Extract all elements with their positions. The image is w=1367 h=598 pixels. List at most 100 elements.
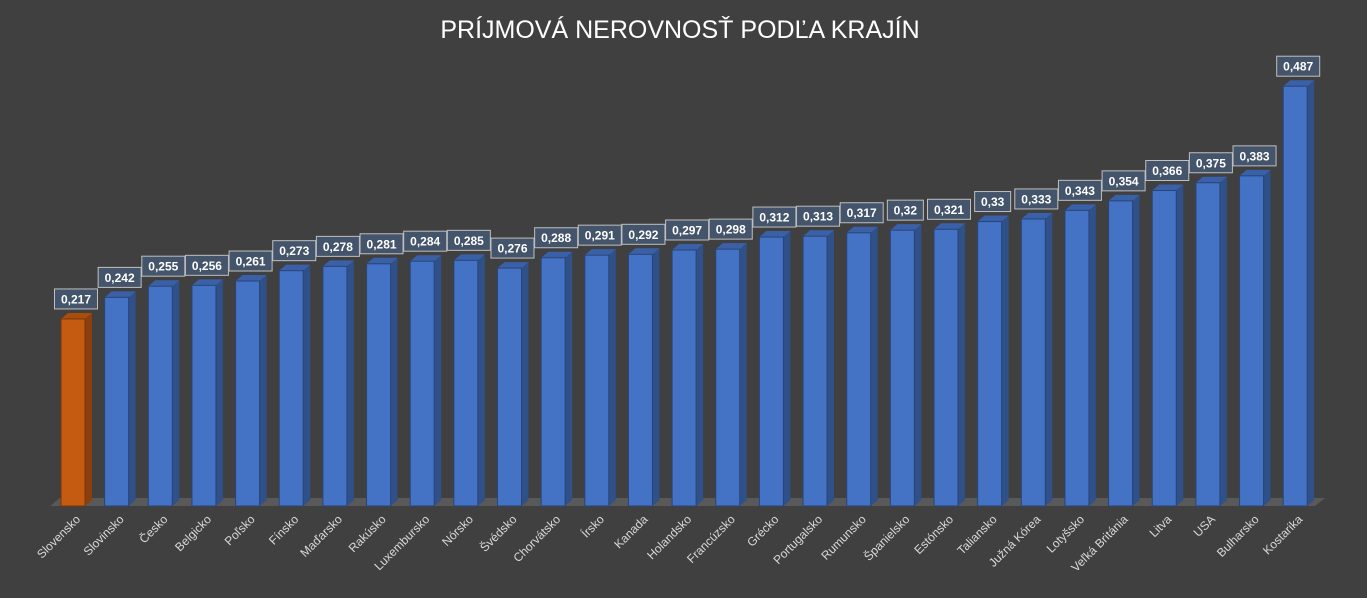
x-tick-label: Lotyšsko [1044, 512, 1088, 556]
bar-top [1064, 204, 1096, 211]
bar-group [627, 248, 660, 507]
x-tick-label: Belgicko [172, 512, 214, 554]
bar [104, 296, 130, 507]
data-label-box [1145, 160, 1190, 182]
bar-side [128, 291, 136, 506]
bar-group [1020, 212, 1053, 507]
bar [497, 267, 522, 507]
bar-group [1195, 176, 1227, 507]
data-label-box [1232, 145, 1277, 167]
bar-top [453, 254, 485, 261]
bar-side [434, 255, 442, 506]
data-label: 0,333 [1021, 192, 1051, 206]
x-tick-label: Grécko [744, 512, 781, 549]
data-label-box [141, 255, 186, 277]
bar [1108, 200, 1134, 507]
data-label: 0,313 [803, 210, 833, 224]
bar-top [235, 275, 267, 282]
bar-top [497, 262, 529, 269]
bar-group [366, 257, 398, 507]
bar-group [1239, 169, 1271, 507]
data-label-box [752, 206, 797, 228]
bar-group [235, 275, 267, 507]
data-label-box [927, 198, 971, 220]
data-label: 0,217 [61, 292, 91, 306]
bar-top [541, 251, 573, 258]
data-label: 0,33 [981, 195, 1005, 209]
x-tick-label: Maďarsko [297, 512, 345, 560]
bar [1282, 85, 1308, 507]
bar [235, 280, 261, 507]
data-label-box [54, 288, 98, 310]
data-label-box [1014, 188, 1059, 210]
data-label: 0,312 [759, 211, 789, 225]
bar-side [521, 262, 529, 506]
data-label: 0,256 [192, 259, 222, 273]
data-label: 0,366 [1152, 164, 1182, 178]
data-label-box [886, 199, 924, 221]
bar-side [608, 249, 616, 506]
bar-side [1176, 184, 1184, 506]
bar-side [1045, 212, 1053, 507]
bar-side [870, 226, 878, 506]
bar-side [259, 275, 267, 506]
bar-top [759, 231, 791, 238]
bar-side [565, 251, 573, 506]
x-tick-label: Estónsko [911, 512, 956, 557]
x-tick-label: Španielsko [860, 511, 912, 563]
data-label-box [1057, 179, 1102, 201]
data-label: 0,273 [279, 244, 309, 258]
bar-top [1195, 176, 1227, 183]
bar-group [1108, 194, 1140, 507]
bar-top [1239, 169, 1271, 176]
bar-top [104, 291, 136, 298]
x-tick-label: Česko [136, 511, 171, 546]
data-label-box [796, 205, 841, 227]
x-tick-label: Rakúsko [346, 512, 389, 555]
bar-side [1219, 176, 1227, 506]
data-label-box [577, 224, 622, 246]
bar-group [1064, 204, 1096, 507]
x-tick-label: Kanada [611, 512, 650, 551]
bar-top [1108, 194, 1140, 201]
data-label-box [839, 202, 884, 224]
data-label: 0,32 [894, 204, 918, 218]
bar-group [322, 260, 354, 507]
bar-group [278, 264, 311, 507]
bar-top [366, 257, 398, 264]
bar [1151, 190, 1177, 507]
bar-top [890, 224, 922, 231]
data-label: 0,297 [672, 223, 702, 237]
data-label: 0,276 [497, 242, 527, 256]
bar-top [322, 260, 354, 267]
bar-side [303, 264, 311, 506]
bar-group [1282, 80, 1315, 507]
bar-side [1307, 80, 1315, 507]
bar-side [346, 260, 354, 506]
data-label-box [315, 235, 360, 257]
data-label: 0,487 [1283, 60, 1313, 74]
bar-top [410, 255, 442, 262]
bar-top [934, 223, 965, 230]
data-label-box [403, 230, 448, 252]
bar-side [1263, 169, 1271, 506]
x-tick-label: USA [1191, 512, 1218, 539]
bar-top [846, 226, 878, 233]
bar [715, 248, 741, 507]
bar-side [390, 257, 398, 506]
bar [627, 253, 653, 507]
x-tick-label: Slovensko [34, 512, 83, 561]
bar-group [409, 255, 442, 507]
bar-side [652, 248, 660, 506]
chart-title: PRÍJMOVÁ NEROVNOSŤ PODĽA KRAJÍN [440, 15, 919, 44]
bar-group [497, 262, 529, 507]
bar [1195, 182, 1221, 507]
bar [846, 232, 872, 507]
x-tick-label: Poľsko [222, 512, 258, 548]
x-tick-label: Fínsko [266, 512, 302, 548]
bar-group [846, 226, 878, 507]
bar-group [191, 279, 223, 507]
bar-top [803, 230, 835, 237]
data-label-box [708, 218, 753, 240]
data-label: 0,383 [1240, 149, 1270, 163]
